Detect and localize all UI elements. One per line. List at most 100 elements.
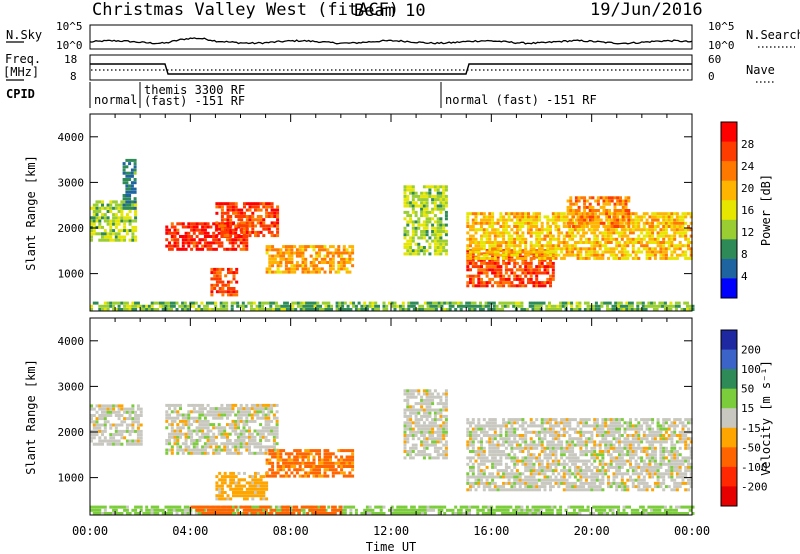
- heatmap-cell: [469, 261, 472, 265]
- heatmap-cell: [466, 247, 470, 251]
- heatmap-cell: [480, 212, 483, 216]
- heatmap-cell: [488, 268, 492, 272]
- heatmap-cell: [98, 206, 102, 210]
- heatmap-cell: [319, 304, 322, 308]
- heatmap-cell: [179, 407, 182, 411]
- heatmap-cell: [301, 251, 305, 255]
- heatmap-cell: [562, 453, 566, 457]
- heatmap-cell: [290, 245, 294, 249]
- heatmap-cell: [320, 257, 324, 261]
- heatmap-cell: [403, 226, 407, 230]
- heatmap-cell: [329, 267, 332, 271]
- heatmap-cell: [409, 249, 413, 253]
- heatmap-cell: [431, 443, 435, 447]
- heatmap-cell: [411, 233, 415, 237]
- heatmap-cell: [103, 423, 107, 427]
- heatmap-cell: [214, 301, 218, 305]
- heatmap-cell: [194, 308, 198, 311]
- heatmap-cell: [262, 202, 266, 206]
- heatmap-cell: [412, 304, 416, 308]
- heatmap-cell: [431, 233, 435, 237]
- heatmap-cell: [550, 308, 554, 311]
- heatmap-cell: [205, 308, 209, 311]
- heatmap-cell: [598, 212, 602, 216]
- heatmap-cell: [198, 410, 202, 414]
- heatmap-cell: [210, 287, 214, 290]
- heatmap-cell: [346, 308, 350, 311]
- heatmap-cell: [621, 215, 625, 219]
- heatmap-cell: [203, 238, 207, 242]
- heatmap-cell: [259, 403, 263, 407]
- heatmap-cell: [484, 301, 488, 305]
- heatmap-cell: [136, 426, 140, 430]
- heatmap-cell: [466, 418, 470, 422]
- heatmap-cell: [273, 254, 277, 258]
- heatmap-cell: [588, 196, 592, 200]
- heatmap-cell: [479, 308, 482, 311]
- heatmap-cell: [493, 237, 497, 241]
- heatmap-cell: [584, 247, 588, 251]
- heatmap-cell: [242, 445, 246, 449]
- heatmap-cell: [114, 232, 118, 236]
- heatmap-cell: [220, 205, 224, 209]
- cpid-segment-normal-fast: normal (fast) -151 RF: [445, 93, 597, 107]
- heatmap-cell: [513, 446, 517, 450]
- heatmap-cell: [168, 241, 171, 245]
- heatmap-cell: [493, 437, 497, 441]
- heatmap-cell: [554, 221, 558, 225]
- heatmap-cell: [524, 462, 528, 466]
- heatmap-cell: [433, 408, 437, 412]
- heatmap-cell: [159, 301, 162, 305]
- heatmap-cell: [609, 228, 613, 232]
- heatmap-cell: [579, 247, 583, 251]
- heatmap-cell: [240, 494, 244, 498]
- heatmap-cell: [136, 304, 140, 308]
- heatmap-cell: [254, 484, 257, 488]
- heatmap-cell: [554, 253, 558, 257]
- heatmap-cell: [431, 421, 435, 425]
- heatmap-cell: [607, 228, 610, 232]
- heatmap-cell: [504, 228, 508, 232]
- heatmap-cell: [596, 215, 600, 219]
- heatmap-cell: [560, 256, 564, 260]
- heatmap-cell: [662, 244, 666, 248]
- heatmap-cell: [226, 230, 230, 234]
- heatmap-cell: [214, 407, 218, 411]
- heatmap-cell: [444, 392, 448, 396]
- heatmap-cell: [515, 462, 519, 466]
- heatmap-cell: [340, 267, 344, 271]
- heatmap-cell: [123, 308, 127, 311]
- heatmap-cell: [513, 244, 517, 248]
- heatmap-cell: [507, 237, 511, 241]
- heatmap-cell: [316, 308, 320, 311]
- heatmap-cell: [261, 304, 265, 308]
- heatmap-cell: [262, 218, 266, 222]
- heatmap-cell: [524, 265, 528, 269]
- heatmap-cell: [521, 258, 525, 262]
- heatmap-cell: [521, 281, 525, 285]
- heatmap-cell: [198, 416, 202, 420]
- heatmap-cell: [593, 237, 597, 241]
- heatmap-cell: [513, 472, 517, 476]
- heatmap-cell: [109, 442, 113, 446]
- heatmap-cell: [496, 228, 500, 232]
- heatmap-cell: [584, 237, 588, 241]
- heatmap-cell: [276, 218, 280, 222]
- heatmap-cell: [466, 274, 470, 278]
- heatmap-cell: [329, 270, 332, 274]
- heatmap-cell: [488, 427, 492, 431]
- heatmap-cell: [309, 264, 313, 268]
- heatmap-cell: [279, 455, 283, 459]
- heatmap-cell: [469, 481, 472, 485]
- heatmap-cell: [513, 434, 517, 437]
- heatmap-cell: [256, 487, 260, 491]
- heatmap-cell: [607, 250, 610, 254]
- heatmap-cell: [510, 268, 514, 272]
- heatmap-cell: [513, 465, 517, 469]
- heatmap-cell: [275, 442, 279, 446]
- heatmap-cell: [653, 228, 657, 232]
- heatmap-cell: [259, 224, 263, 228]
- heatmap-cell: [215, 484, 219, 488]
- heatmap-cell: [165, 416, 169, 420]
- heatmap-cell: [604, 241, 608, 244]
